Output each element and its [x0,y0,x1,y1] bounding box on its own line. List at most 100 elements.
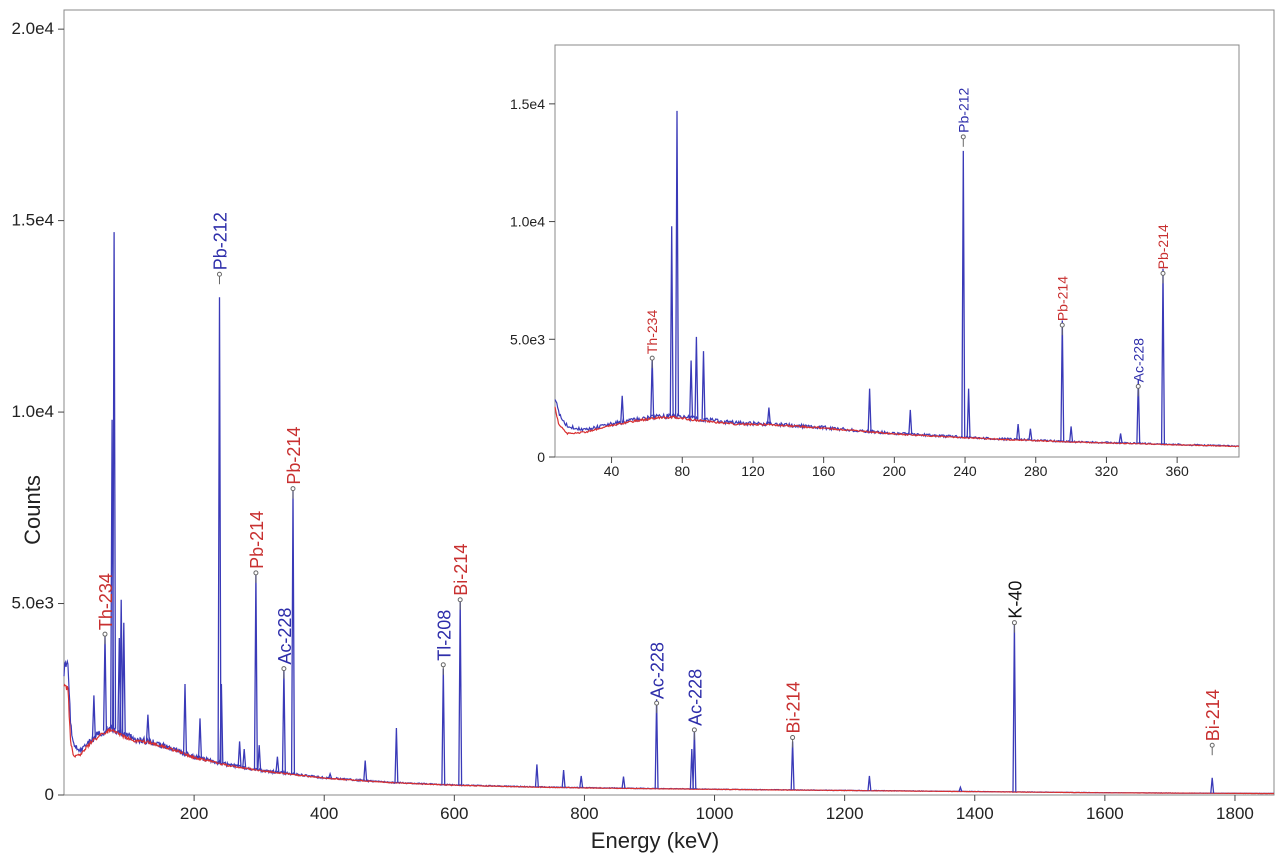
inset-y-tick-label: 1.5e4 [510,96,545,112]
main-peak [579,775,584,788]
main-peak [182,683,188,754]
x-axis-label: Energy (keV) [591,828,719,853]
inset-peak [694,336,699,419]
main-annotation-marker [440,662,446,668]
main-annotation-marker [790,735,796,741]
main-x-tick-label: 600 [440,804,468,823]
inset-peak [961,150,966,438]
main-peak [145,714,150,742]
inset-peak [669,226,674,416]
inset-x-tick-label: 200 [883,463,907,479]
inset-x-tick-label: 160 [812,463,836,479]
inset-peak-label: Pb-212 [955,87,971,132]
main-peak [867,775,872,791]
main-peak [958,785,963,792]
main-annotation-marker [290,486,296,492]
main-annotation-marker [1209,742,1215,748]
inset-x-tick-label: 40 [604,463,620,479]
inset-peak [1118,433,1123,444]
inset-peak [689,360,694,419]
main-peak [217,297,222,763]
main-annotation-marker [102,631,108,637]
main-x-tick-label: 1200 [826,804,864,823]
main-peak [534,764,539,787]
main-annotation-marker [457,597,463,603]
main-x-tick-label: 400 [310,804,338,823]
inset-peak [674,110,680,417]
inset-peak [1060,320,1065,442]
main-peak-label: Bi-214 [451,544,471,596]
inset-peak-label: Pb-214 [1054,276,1070,321]
inset-peak [1160,268,1166,445]
main-peak [197,718,203,759]
inset-peak [701,351,706,420]
inset-annotation-marker [1135,383,1141,389]
main-y-tick-label: 5.0e3 [11,594,54,613]
main-peak-label: Bi-214 [1203,689,1223,741]
main-peak-label: Ac-228 [648,642,668,699]
inset-peak [620,395,625,423]
main-annotation-marker [1011,620,1017,626]
inset-peak [908,409,913,435]
main-peak-label: Th-234 [96,573,116,630]
main-y-tick-label: 1.5e4 [11,211,54,230]
main-peak [328,771,333,779]
main-peak [219,683,224,764]
main-peak [119,599,124,734]
main-x-tick-label: 1800 [1216,804,1254,823]
main-peak-label: Pb-212 [210,212,230,270]
inset-x-tick-label: 360 [1165,463,1189,479]
inset-peak [766,407,771,425]
y-axis-label: Counts [20,475,45,545]
inset-x-tick-label: 120 [741,463,765,479]
inset-plot: 40 80 120 160 200 240 280 320 360 0 5.0e3 1.0e4 1.5e… [510,87,1240,479]
inset-annotation-marker [1059,322,1065,328]
main-y-tick-label: 2.0e4 [11,19,54,38]
main-peak [1210,777,1215,794]
inset-y-tick-label: 0 [537,449,545,465]
main-peak-label: Ac-228 [275,608,295,665]
main-peak [394,727,399,783]
main-peak-label: K-40 [1005,581,1025,619]
main-peak [91,695,96,739]
inset-peak [1069,426,1074,442]
inset-x-tick-label: 240 [953,463,977,479]
main-x-tick-label: 1000 [696,804,734,823]
inset-peak [867,388,872,432]
inset-peak [1136,379,1141,444]
inset-annotation-marker [649,355,655,361]
main-peak [257,745,262,771]
inset-x-tick-label: 280 [1024,463,1048,479]
main-annotation-marker [253,570,259,576]
main-peak [121,622,126,735]
inset-peak-label: Th-234 [644,310,660,355]
inset-annotation-marker [1160,270,1166,276]
main-peak-label: Bi-214 [784,682,804,734]
main-plot: 200 400 600 800 1000 1200 1400 1600 180005.0e31.… [11,19,1275,823]
main-x-tick-label: 1600 [1086,804,1124,823]
main-x-tick-label: 800 [570,804,598,823]
main-peak [561,770,566,788]
main-peak [363,760,368,781]
main-peak [654,699,659,789]
main-peak-label: Pb-214 [284,427,304,485]
main-y-tick-label: 1.0e4 [11,402,54,421]
main-peak-label: Pb-214 [247,511,267,569]
inset-y-tick-label: 1.0e4 [510,214,545,230]
main-peak-label: Ac-228 [685,669,705,726]
inset-peak-label: Ac-228 [1130,338,1146,383]
main-peak-label: Tl-208 [434,610,454,661]
inset-plot-frame [554,44,1240,458]
main-annotation-marker [216,271,222,277]
main-y-tick-label: 0 [45,785,54,804]
main-background-line [63,683,1274,795]
main-annotation-marker [691,727,697,733]
main-x-tick-label: 1400 [956,804,994,823]
main-annotation-marker [281,666,287,672]
inset-x-tick-label: 320 [1095,463,1119,479]
main-annotation-marker [654,700,660,706]
inset-y-tick-label: 5.0e3 [510,331,545,347]
main-peak [621,776,626,789]
main-peak [242,748,247,768]
main-x-tick-label: 200 [180,804,208,823]
